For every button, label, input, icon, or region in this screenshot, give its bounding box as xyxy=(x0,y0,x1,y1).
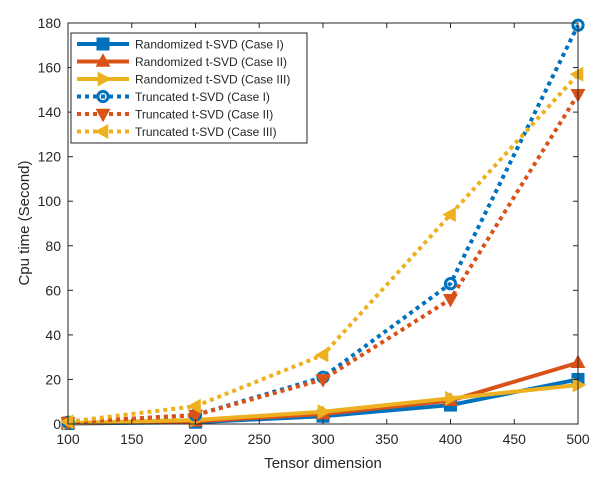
legend-marker xyxy=(94,124,109,139)
legend-marker xyxy=(97,71,112,87)
x-axis-label: Tensor dimension xyxy=(264,455,382,472)
data-point xyxy=(443,277,458,291)
x-tick-label: 350 xyxy=(375,431,399,447)
legend-label: Truncated t-SVD (Case II) xyxy=(135,108,273,122)
y-tick-label: 120 xyxy=(38,149,62,165)
x-tick-label: 450 xyxy=(503,431,527,447)
legend-box xyxy=(70,32,308,144)
legend-marker xyxy=(95,53,111,67)
x-tick-label: 150 xyxy=(120,431,144,447)
legend-label: Randomized t-SVD (Case I) xyxy=(135,38,284,52)
legend-entry: Randomized t-SVD (Case I) xyxy=(77,37,284,52)
y-tick-label: 140 xyxy=(38,104,62,120)
series-line xyxy=(67,24,580,425)
x-tick-label: 200 xyxy=(184,431,208,447)
legend-label: Truncated t-SVD (Case I) xyxy=(135,90,270,104)
legend-entry: Truncated t-SVD (Case III) xyxy=(77,124,277,139)
data-point xyxy=(317,404,332,420)
data-point xyxy=(187,398,201,414)
legend-entry: Randomized t-SVD (Case II) xyxy=(77,53,287,69)
series-5 xyxy=(59,66,584,430)
legend-marker xyxy=(95,108,111,123)
legend-label: Truncated t-SVD (Case III) xyxy=(135,125,277,139)
series-layer xyxy=(59,18,587,431)
legend-entry: Truncated t-SVD (Case II) xyxy=(77,108,273,123)
data-point xyxy=(443,293,458,308)
data-point xyxy=(572,377,587,393)
data-point xyxy=(315,374,331,388)
legend: Randomized t-SVD (Case I) Randomized t-SV… xyxy=(70,32,308,144)
data-point xyxy=(442,207,456,223)
y-tick-label: 160 xyxy=(38,60,62,76)
ticks-layer: 100 150 200 250 300 350 400 450 500 0 20 40 60 80 100 1… xyxy=(38,15,590,447)
data-point xyxy=(569,66,584,82)
y-tick-label: 100 xyxy=(38,193,62,209)
legend-entry: Truncated t-SVD (Case I) xyxy=(77,89,270,104)
legend-entry: Randomized t-SVD (Case III) xyxy=(77,71,290,87)
x-tick-label: 500 xyxy=(566,431,590,447)
x-tick-label: 300 xyxy=(311,431,335,447)
y-axis-label: Cpu time (Second) xyxy=(16,160,33,285)
y-tick-label: 80 xyxy=(45,238,61,254)
data-point xyxy=(59,414,74,430)
x-tick-label: 400 xyxy=(439,431,463,447)
x-tick-label: 100 xyxy=(56,431,80,447)
series-line xyxy=(67,93,580,425)
y-tick-label: 60 xyxy=(45,282,61,298)
y-tick-label: 20 xyxy=(45,371,61,387)
y-tick-label: 0 xyxy=(53,416,61,432)
data-point xyxy=(314,347,329,363)
y-tick-label: 180 xyxy=(38,15,62,31)
y-tick-label: 40 xyxy=(45,327,61,343)
legend-marker xyxy=(96,89,110,104)
data-point xyxy=(445,390,459,406)
legend-label: Randomized t-SVD (Case II) xyxy=(135,55,287,69)
x-tick-label: 250 xyxy=(248,431,272,447)
legend-marker xyxy=(96,37,110,51)
legend-label: Randomized t-SVD (Case III) xyxy=(135,73,290,87)
